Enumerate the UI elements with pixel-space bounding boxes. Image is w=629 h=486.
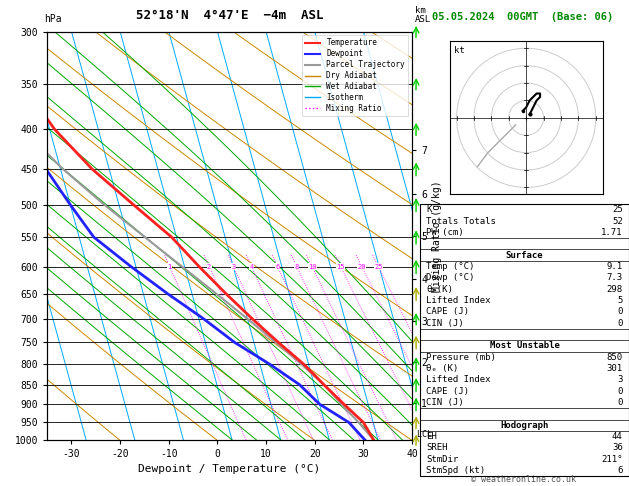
Text: 20: 20 [357,263,366,270]
Text: 52°18'N  4°47'E  −4m  ASL: 52°18'N 4°47'E −4m ASL [136,9,323,22]
Text: kt: kt [454,46,465,55]
Text: 8: 8 [294,263,299,270]
Text: 0: 0 [617,398,623,407]
Text: PW (cm): PW (cm) [426,228,464,237]
Text: 0: 0 [617,307,623,316]
Text: 4: 4 [249,263,253,270]
Text: 9.1: 9.1 [606,262,623,271]
Text: CAPE (J): CAPE (J) [426,387,469,396]
Text: CIN (J): CIN (J) [426,319,464,328]
Text: 36: 36 [612,443,623,452]
Text: hPa: hPa [44,14,62,24]
Text: 52: 52 [612,217,623,226]
Text: StmDir: StmDir [426,455,459,464]
Text: CAPE (J): CAPE (J) [426,307,469,316]
Text: Most Unstable: Most Unstable [489,341,560,350]
Text: 25: 25 [374,263,382,270]
Y-axis label: Mixing Ratio (g/kg): Mixing Ratio (g/kg) [433,180,442,292]
Text: 3: 3 [231,263,236,270]
Text: 1.71: 1.71 [601,228,623,237]
Text: 0: 0 [617,319,623,328]
Text: Lifted Index: Lifted Index [426,296,491,305]
Text: Dewp (°C): Dewp (°C) [426,273,475,282]
Text: LCL: LCL [412,430,432,438]
Text: 2: 2 [207,263,211,270]
Text: 850: 850 [606,353,623,362]
Text: θₑ(K): θₑ(K) [426,285,454,294]
Text: K: K [426,205,432,214]
Text: 44: 44 [612,432,623,441]
Text: Totals Totals: Totals Totals [426,217,496,226]
Text: SREH: SREH [426,443,448,452]
Text: 301: 301 [606,364,623,373]
Text: 0: 0 [617,387,623,396]
Text: 298: 298 [606,285,623,294]
Text: 6: 6 [617,466,623,475]
Text: 5: 5 [617,296,623,305]
Text: Pressure (mb): Pressure (mb) [426,353,496,362]
Text: Lifted Index: Lifted Index [426,375,491,384]
Text: 10: 10 [308,263,316,270]
Text: 3: 3 [617,375,623,384]
Legend: Temperature, Dewpoint, Parcel Trajectory, Dry Adiabat, Wet Adiabat, Isotherm, Mi: Temperature, Dewpoint, Parcel Trajectory… [302,35,408,116]
Text: StmSpd (kt): StmSpd (kt) [426,466,486,475]
Text: θₑ (K): θₑ (K) [426,364,459,373]
Text: Temp (°C): Temp (°C) [426,262,475,271]
Text: km
ASL: km ASL [415,6,431,24]
Text: CIN (J): CIN (J) [426,398,464,407]
Text: 15: 15 [337,263,345,270]
Text: © weatheronline.co.uk: © weatheronline.co.uk [470,474,576,484]
Text: 25: 25 [612,205,623,214]
Text: 6: 6 [276,263,280,270]
Text: Hodograph: Hodograph [501,421,548,430]
Text: 7.3: 7.3 [606,273,623,282]
Text: Surface: Surface [506,251,543,260]
X-axis label: Dewpoint / Temperature (°C): Dewpoint / Temperature (°C) [138,465,321,474]
Text: 05.05.2024  00GMT  (Base: 06): 05.05.2024 00GMT (Base: 06) [432,12,614,22]
Text: EH: EH [426,432,437,441]
Text: 1: 1 [167,263,172,270]
Text: 211°: 211° [601,455,623,464]
